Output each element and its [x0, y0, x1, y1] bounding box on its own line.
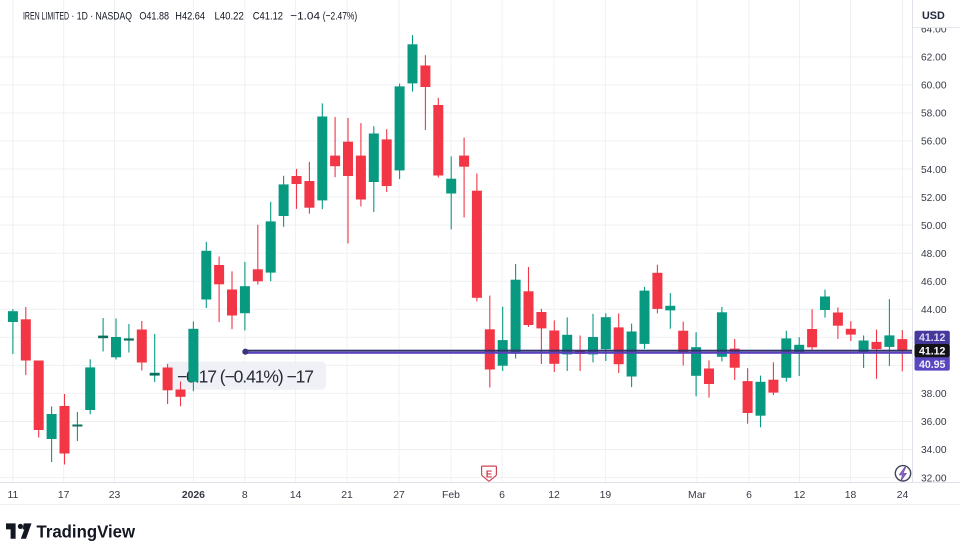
svg-text:O41.88: O41.88 — [139, 10, 169, 22]
svg-text:46.00: 46.00 — [921, 277, 947, 288]
svg-text:21: 21 — [341, 490, 353, 501]
svg-text:41.12: 41.12 — [919, 345, 946, 357]
svg-text:19: 19 — [600, 490, 612, 501]
svg-text:17: 17 — [58, 490, 70, 501]
svg-text:24: 24 — [897, 490, 909, 501]
svg-text:· 1D · NASDAQ: · 1D · NASDAQ — [72, 10, 133, 22]
svg-text:58.00: 58.00 — [921, 109, 947, 120]
svg-text:IREN LIMITED: IREN LIMITED — [23, 10, 69, 22]
svg-text:6: 6 — [499, 490, 505, 501]
svg-text:C41.12: C41.12 — [253, 10, 283, 22]
svg-text:H42.64: H42.64 — [175, 10, 205, 22]
svg-text:18: 18 — [845, 490, 857, 501]
svg-text:Mar: Mar — [688, 490, 706, 501]
svg-text:E: E — [486, 469, 493, 480]
svg-text:44.00: 44.00 — [921, 305, 947, 316]
svg-text:2026: 2026 — [182, 490, 205, 501]
svg-text:Feb: Feb — [442, 490, 460, 501]
svg-text:34.00: 34.00 — [921, 445, 947, 456]
svg-text:38.00: 38.00 — [921, 389, 947, 400]
svg-text:L40.22: L40.22 — [215, 10, 244, 22]
svg-text:64.00: 64.00 — [921, 25, 947, 36]
svg-text:36.00: 36.00 — [921, 417, 947, 428]
svg-text:40.95: 40.95 — [919, 359, 946, 371]
svg-text:54.00: 54.00 — [921, 165, 947, 176]
svg-text:12: 12 — [548, 490, 560, 501]
svg-text:12: 12 — [794, 490, 806, 501]
svg-text:(−2.47%): (−2.47%) — [323, 10, 358, 22]
svg-text:27: 27 — [393, 490, 405, 501]
svg-text:32.00: 32.00 — [921, 473, 947, 484]
svg-text:52.00: 52.00 — [921, 193, 947, 204]
svg-text:23: 23 — [109, 490, 121, 501]
svg-text:48.00: 48.00 — [921, 249, 947, 260]
svg-text:14: 14 — [290, 490, 302, 501]
svg-text:60.00: 60.00 — [921, 81, 947, 92]
svg-text:−1.04: −1.04 — [290, 10, 320, 22]
svg-text:56.00: 56.00 — [921, 137, 947, 148]
svg-text:USD: USD — [922, 10, 945, 22]
svg-text:41.12: 41.12 — [919, 332, 946, 344]
svg-text:8: 8 — [242, 490, 248, 501]
svg-text:62.00: 62.00 — [921, 53, 947, 64]
svg-text:50.00: 50.00 — [921, 221, 947, 232]
svg-text:6: 6 — [746, 490, 752, 501]
svg-text:TradingView: TradingView — [37, 522, 136, 542]
svg-text:11: 11 — [8, 490, 19, 501]
svg-text:−0.17 (−0.41%) −17: −0.17 (−0.41%) −17 — [177, 366, 314, 386]
